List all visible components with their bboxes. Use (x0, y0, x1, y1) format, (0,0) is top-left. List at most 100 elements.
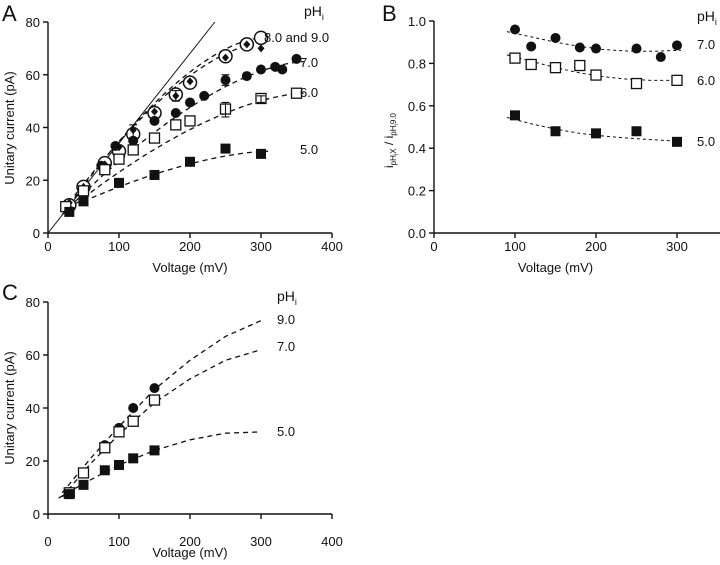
series-label-ph-7-0: 7.0 (697, 37, 715, 52)
data-point-ph-6-0 (290, 87, 303, 99)
data-point-ph-5-0 (64, 489, 75, 500)
legend-title-a: pHi (304, 3, 324, 22)
y-tick-label: 80 (26, 295, 40, 310)
x-tick-label: 100 (504, 239, 526, 254)
data-point-ph-5-0 (220, 143, 231, 154)
data-point-ph-6-0 (525, 58, 537, 71)
y-tick-label: 0.8 (408, 56, 426, 71)
data-point-ph-6-0 (148, 132, 161, 144)
y-tick-label: 80 (26, 15, 40, 30)
data-point-ph-8-0 (257, 44, 265, 53)
y-tick-label: 40 (26, 121, 40, 136)
fit-curve-ph-5-0 (83, 150, 269, 202)
data-point-ph-5-0 (64, 206, 75, 217)
data-point-ph-5-0 (631, 126, 642, 137)
data-point-ph-6-0 (549, 61, 562, 74)
x-tick-label: 100 (108, 534, 130, 549)
x-tick-label: 100 (108, 239, 130, 254)
data-point-ph-5-0 (78, 479, 89, 490)
series-label-ph-7-0: 7.0 (300, 55, 318, 70)
y-tick-label: 0.2 (408, 184, 426, 199)
data-point-ph-6-0 (99, 164, 111, 176)
data-point-ph-7-0 (655, 52, 666, 63)
data-point-ph-7-0 (170, 107, 181, 118)
data-point-ph-7-0 (550, 32, 561, 43)
y-tick-label: 60 (26, 348, 40, 363)
series-label-ph-5-0: 5.0 (697, 134, 715, 149)
data-point-ph-7-0 (99, 442, 111, 454)
x-tick-label: 0 (44, 534, 51, 549)
data-point-ph-7-0 (148, 394, 161, 406)
x-axis-label: Voltage (mV) (518, 260, 593, 275)
data-point-ph-6-0 (509, 52, 521, 64)
x-tick-label: 200 (585, 239, 607, 254)
data-point-ph-7-0 (631, 43, 642, 54)
data-point-ph-5-0 (114, 177, 124, 188)
fit-curve-ph-7-0 (61, 349, 262, 498)
data-point-ph-8-0 (186, 77, 194, 86)
data-point-ph-7-0 (277, 64, 288, 75)
fit-curve-ph-6-0 (61, 92, 304, 216)
data-point-ph-7-0 (672, 40, 682, 51)
y-tick-label: 0.4 (408, 141, 426, 156)
data-point-ph-7-0 (591, 43, 601, 54)
data-point-ph-6-0 (77, 185, 90, 197)
legend-title-c: pHi (277, 288, 297, 307)
data-point-ph-6-0 (590, 69, 602, 81)
y-tick-label: 40 (26, 401, 40, 416)
data-point-ph-7-0 (149, 115, 160, 126)
y-tick-label: 0.6 (408, 99, 426, 114)
x-tick-label: 200 (179, 239, 201, 254)
x-tick-label: 300 (250, 534, 272, 549)
data-point-ph-7-0 (526, 41, 537, 52)
data-point-ph-7-0 (510, 24, 520, 35)
x-tick-label: 400 (321, 534, 343, 549)
fit-curve-ph-8-0 (68, 42, 262, 204)
series-label-ph-9-0: 9.0 (277, 312, 295, 327)
data-point-ph-5-0 (149, 445, 160, 456)
data-point-ph-6-0 (630, 77, 643, 90)
data-point-ph-7-0 (127, 415, 139, 427)
series-label-ph-6-0: 6.0 (300, 85, 318, 100)
fit-curve-ph-9-0 (68, 37, 262, 206)
data-point-ph-5-0 (128, 453, 139, 464)
fit-curve-ph-7-0 (61, 60, 304, 215)
data-point-ph-5-0 (99, 465, 110, 476)
data-point-ph-6-0 (574, 59, 586, 72)
series-label-ph-6-0: 6.0 (697, 73, 715, 88)
data-point-ph-6-0 (113, 153, 125, 165)
data-point-ph-7-0 (185, 97, 195, 108)
data-point-ph-7-0 (291, 53, 302, 64)
data-point-ph-7-0 (77, 467, 90, 479)
panel-c-chart: 0 20 40 60 80 0 100 200 300 400 Voltage (mV) Unitar… (2, 295, 343, 560)
data-point-ph-5-0 (510, 110, 520, 121)
y-tick-label: 60 (26, 68, 40, 83)
y-tick-label: 20 (26, 173, 40, 188)
y-tick-label: 0.0 (408, 226, 426, 241)
x-tick-label: 400 (321, 239, 343, 254)
x-tick-label: 300 (250, 239, 272, 254)
data-point-ph-7-0 (110, 140, 121, 151)
legend-title-b: pHi (697, 8, 717, 27)
data-point-ph-6-0 (184, 115, 196, 127)
fit-curve-ph-6-0 (506, 54, 681, 81)
data-point-ph-7-0 (256, 64, 266, 75)
y-tick-label: 0 (33, 507, 40, 522)
data-point-ph-6-0 (671, 74, 683, 87)
data-point-ph-6-0 (127, 144, 139, 156)
x-tick-label: 0 (44, 239, 51, 254)
data-point-ph-5-0 (149, 169, 160, 180)
series-label-ph-5-0: 5.0 (300, 142, 318, 157)
data-point-ph-5-0 (256, 148, 266, 159)
panel-a-chart: 0 20 40 60 80 0 100 200 300 400 Voltage (mV) Unitar… (2, 15, 343, 275)
y-axis-label: Unitary current (pA) (2, 71, 17, 184)
data-point-ph-9-0 (149, 383, 160, 394)
x-tick-label: 0 (430, 239, 437, 254)
series-label-ph-9-0: 8.0 and 9.0 (264, 30, 329, 45)
data-point-ph-5-0 (550, 126, 561, 137)
fit-curve-ph-9-0 (61, 320, 262, 494)
data-point-ph-7-0 (574, 42, 585, 53)
x-axis-label: Voltage (mV) (152, 545, 227, 560)
y-tick-label: 1.0 (408, 14, 426, 29)
